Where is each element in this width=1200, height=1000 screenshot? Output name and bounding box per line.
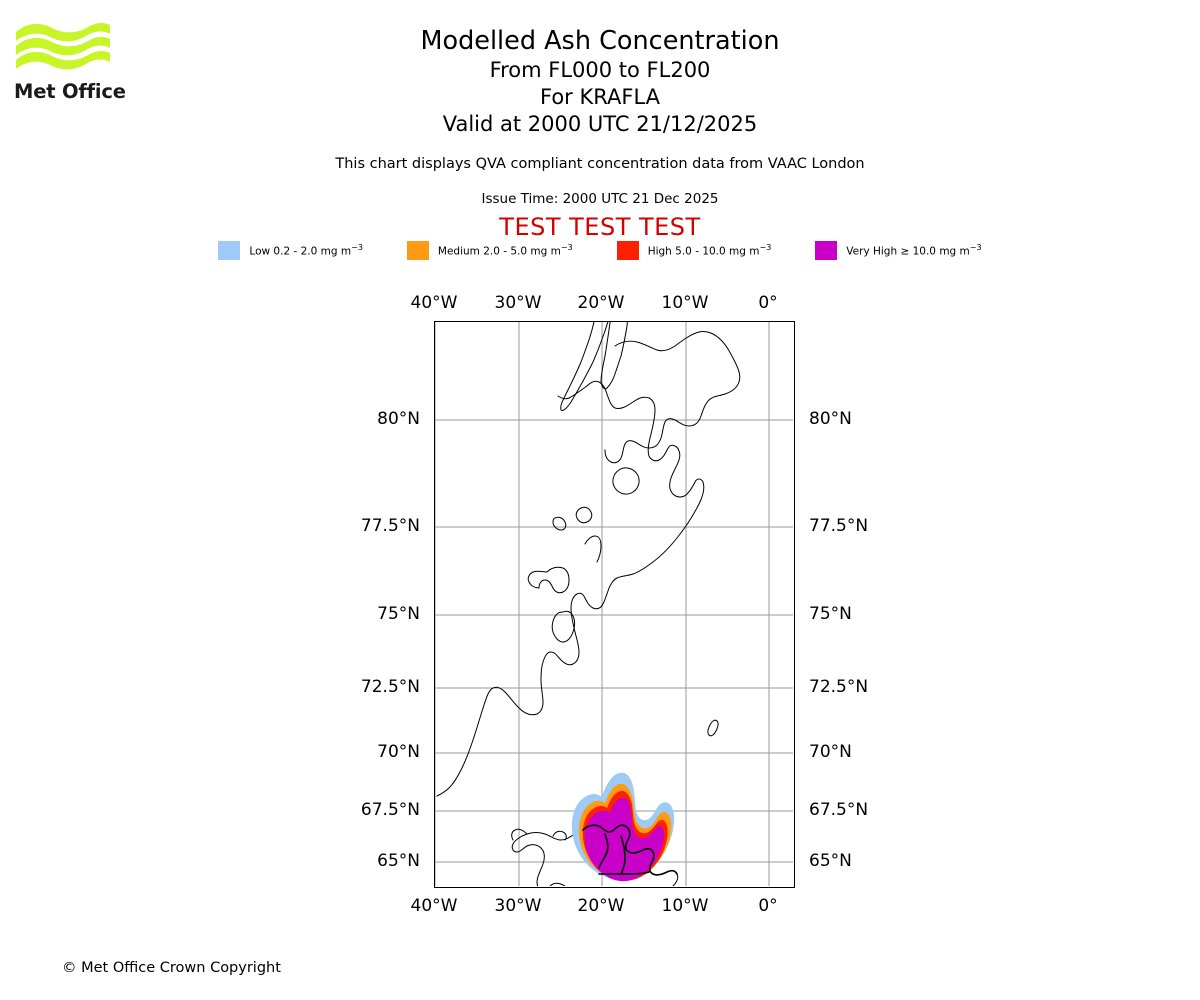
coastline-svalbard-main xyxy=(604,331,741,464)
ash-plume xyxy=(571,772,675,882)
legend-label-medium: Medium 2.0 - 5.0 mg m−3 xyxy=(437,243,573,258)
coastline-svalbard-island xyxy=(612,467,640,495)
title-line-3: For KRAFLA xyxy=(540,85,660,109)
axis-label-lat-left-77-5n: 77.5°N xyxy=(360,516,420,536)
axis-label-lat-left-70n: 70°N xyxy=(377,742,420,762)
coastline-iceland-westfjords xyxy=(511,828,528,841)
legend-item-very-high: Very High ≥ 10.0 mg m−3 xyxy=(815,241,982,260)
axis-label-lon-bottom-30w: 30°W xyxy=(494,896,542,916)
page-title: Modelled Ash Concentration From FL000 to… xyxy=(0,26,1200,138)
axis-label-lat-left-75n: 75°N xyxy=(377,604,420,624)
issue-time: Issue Time: 2000 UTC 21 Dec 2025 xyxy=(481,191,719,207)
axis-label-lat-left-65n: 65°N xyxy=(377,851,420,871)
coastline-greenland-peninsula-2 xyxy=(527,570,548,589)
legend-item-low: Low 0.2 - 2.0 mg m−3 xyxy=(218,241,406,260)
legend-swatch-low xyxy=(218,241,241,260)
legend-swatch-high xyxy=(616,241,639,260)
coastline-iceland-inner-detail xyxy=(620,835,626,875)
coastline-greenland-peninsula-1 xyxy=(538,566,570,594)
coastline-greenland-cape xyxy=(584,535,602,563)
title-line-4: Valid at 2000 UTC 21/12/2025 xyxy=(442,112,758,136)
axis-label-lon-bottom-40w: 40°W xyxy=(410,896,458,916)
legend-item-high: High 5.0 - 10.0 mg m−3 xyxy=(616,241,816,260)
test-watermark: TEST TEST TEST xyxy=(499,213,701,241)
map-canvas xyxy=(435,322,793,886)
coastline-greenland-main xyxy=(436,380,705,797)
axis-label-lon-bottom-20w: 20°W xyxy=(577,896,625,916)
axis-label-lon-top-0: 0° xyxy=(758,293,778,313)
concentration-legend: Low 0.2 - 2.0 mg m−3 Medium 2.0 - 5.0 mg… xyxy=(0,241,1200,260)
axis-label-lat-left-72-5n: 72.5°N xyxy=(360,677,420,697)
legend-item-medium: Medium 2.0 - 5.0 mg m−3 xyxy=(406,241,617,260)
coastline-greenland-fjords xyxy=(551,610,575,643)
coastline-jan-mayen xyxy=(707,719,719,737)
axis-label-lat-right-65n: 65°N xyxy=(809,851,852,871)
legend-label-low: Low 0.2 - 2.0 mg m−3 xyxy=(249,243,363,258)
coastline-iceland-south-edge xyxy=(598,871,650,875)
axis-label-lat-right-77-5n: 77.5°N xyxy=(809,516,869,536)
met-office-wave-icon xyxy=(16,22,110,70)
axis-label-lat-right-70n: 70°N xyxy=(809,742,852,762)
title-line-1: Modelled Ash Concentration xyxy=(420,26,780,56)
plume-contour-very-high xyxy=(584,797,665,882)
met-office-logo: Met Office xyxy=(14,22,134,103)
axis-label-lat-right-80n: 80°N xyxy=(809,409,852,429)
ash-concentration-map: 40°W 30°W 20°W 10°W 0° 40°W 30°W 20°W 10… xyxy=(361,293,868,916)
map-frame xyxy=(434,321,795,888)
copyright-notice: © Met Office Crown Copyright xyxy=(62,960,281,976)
axis-label-lat-right-67-5n: 67.5°N xyxy=(809,800,869,820)
axis-label-lat-left-67-5n: 67.5°N xyxy=(360,800,420,820)
axis-label-lat-right-75n: 75°N xyxy=(809,604,852,624)
chart-note: This chart displays QVA compliant concen… xyxy=(335,156,865,172)
coastline-iceland-top xyxy=(582,824,678,876)
coastline-iceland-overlay xyxy=(582,824,678,876)
axis-label-lon-bottom-10w: 10°W xyxy=(661,896,709,916)
legend-swatch-very-high xyxy=(815,241,838,260)
coastline-iceland-north-bay xyxy=(598,833,609,869)
axis-label-lon-top-10w: 10°W xyxy=(661,293,709,313)
axis-label-lat-left-80n: 80°N xyxy=(377,409,420,429)
coastline-greenland-east-inner xyxy=(560,322,609,411)
axis-label-lon-top-40w: 40°W xyxy=(410,293,458,313)
coastline-greenland-inlet xyxy=(575,506,593,524)
axis-label-lat-right-72-5n: 72.5°N xyxy=(809,677,869,697)
axis-label-lon-top-30w: 30°W xyxy=(494,293,542,313)
met-office-wordmark: Met Office xyxy=(14,80,126,103)
coastline-greenland-notch-1 xyxy=(552,516,567,531)
legend-label-high: High 5.0 - 10.0 mg m−3 xyxy=(647,243,772,258)
coastline-iceland-inlet-1 xyxy=(552,830,567,841)
legend-label-very-high: Very High ≥ 10.0 mg m−3 xyxy=(846,243,982,258)
title-line-2: From FL000 to FL200 xyxy=(489,58,711,82)
legend-swatch-medium xyxy=(406,241,429,260)
axis-label-lon-bottom-0: 0° xyxy=(758,896,778,916)
coastline-greenland-east xyxy=(600,322,628,390)
axis-label-lon-top-20w: 20°W xyxy=(577,293,625,313)
